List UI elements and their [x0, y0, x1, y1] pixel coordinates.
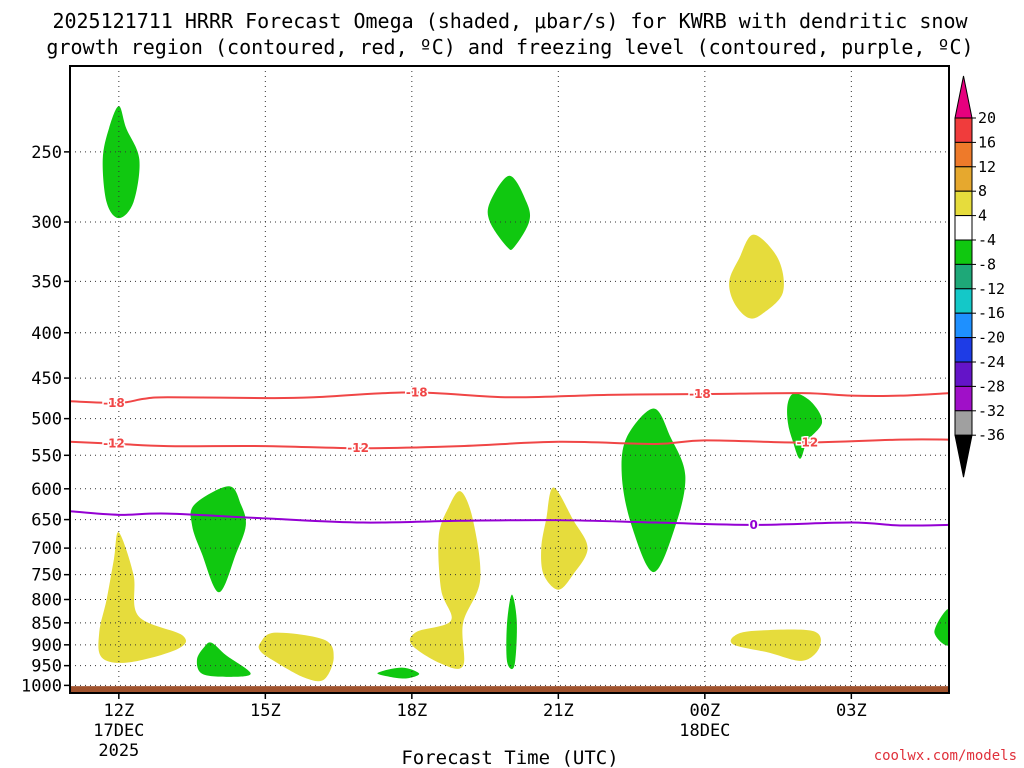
ground-layer — [70, 686, 949, 693]
y-tick-label: 750 — [31, 566, 62, 586]
colorbar-label: -36 — [978, 426, 1005, 444]
omega-region-11 — [409, 491, 481, 669]
x-tick-year-label: 2025 — [98, 741, 139, 761]
colorbar-swatch — [954, 385, 973, 412]
colorbar-label: -24 — [978, 353, 1005, 371]
colorbar-label: 12 — [978, 158, 996, 176]
colorbar-label: -16 — [978, 304, 1005, 322]
y-tick-label: 850 — [31, 614, 62, 634]
omega-region-2 — [487, 175, 531, 250]
colorbar-label: 4 — [978, 207, 987, 225]
y-tick-label: 250 — [31, 143, 62, 163]
contour-line--12 — [70, 438, 949, 450]
colorbar-label: -28 — [978, 377, 1005, 395]
plot-area — [70, 66, 949, 693]
x-tick-label: 12Z — [103, 701, 134, 721]
colorbar-label: -12 — [978, 280, 1005, 298]
ground-surface — [70, 686, 949, 693]
omega-shading-layer — [98, 106, 949, 682]
colorbar-swatch — [954, 263, 973, 290]
colorbar-label: -32 — [978, 402, 1005, 420]
colorbar-label: 20 — [978, 109, 996, 127]
y-tick-label: 600 — [31, 480, 62, 500]
y-tick-label: 550 — [31, 446, 62, 466]
credit-text: coolwx.com/models — [874, 748, 1017, 764]
colorbar-swatch — [954, 141, 973, 168]
contour-label--18: -18 — [103, 396, 125, 410]
colorbar-swatch — [954, 117, 973, 143]
colorbar-label: -4 — [978, 231, 996, 249]
x-tick-label: 18Z — [396, 701, 427, 721]
omega-region-3 — [729, 234, 784, 319]
contour-label--18: -18 — [689, 387, 711, 401]
colorbar-swatch — [954, 361, 973, 387]
y-tick-label: 900 — [31, 636, 62, 656]
colorbar-swatch — [954, 166, 973, 192]
colorbar-swatch — [954, 239, 973, 265]
x-tick-date-label: 18DEC — [679, 721, 730, 741]
colorbar-label: 16 — [978, 133, 996, 151]
omega-region-10 — [377, 667, 420, 679]
omega-region-8 — [196, 642, 251, 677]
colorbar-bottom-arrow — [954, 434, 973, 478]
omega-region-7 — [98, 532, 186, 663]
colorbar-swatch — [954, 288, 973, 314]
contour-line-0 — [70, 510, 949, 527]
omega-region-1 — [102, 106, 140, 219]
omega-region-15 — [934, 609, 949, 646]
omega-region-5 — [621, 408, 686, 573]
x-tick-label: 00Z — [689, 701, 720, 721]
contour-line--18 — [70, 391, 949, 404]
contour-label--12: -12 — [347, 441, 369, 455]
colorbar-swatch — [954, 215, 973, 241]
omega-region-6 — [190, 486, 246, 593]
y-tick-label: 950 — [31, 657, 62, 677]
chart-title-line-2: growth region (contoured, red, ºC) and f… — [46, 35, 973, 59]
x-axis-title: Forecast Time (UTC) — [401, 747, 618, 768]
y-tick-label: 500 — [31, 410, 62, 430]
omega-region-13 — [541, 487, 588, 590]
colorbar-label: -8 — [978, 255, 996, 273]
x-tick-label: 21Z — [543, 701, 574, 721]
colorbar-swatch — [954, 410, 973, 436]
contour-layer: -18 -18 -18 -12 -12 -12 0 — [70, 384, 949, 533]
x-tick-label: 15Z — [250, 701, 281, 721]
y-tick-label: 400 — [31, 324, 62, 344]
colorbar-swatch — [954, 312, 973, 339]
contour-label--12: -12 — [103, 437, 125, 451]
y-tick-label: 800 — [31, 591, 62, 611]
contour-label--18: -18 — [406, 386, 428, 400]
colorbar: 20 16 12 8 4 -4 -8 -12 -16 -20 -24 -28 -32 -36 — [954, 75, 1005, 478]
colorbar-label: -20 — [978, 329, 1005, 347]
omega-region-9 — [258, 632, 334, 682]
colorbar-swatch — [954, 190, 973, 217]
y-axis: 2503003504004505005506006507007508008509… — [21, 143, 70, 696]
y-tick-label: 300 — [31, 213, 62, 233]
y-tick-label: 350 — [31, 272, 62, 292]
y-tick-label: 450 — [31, 369, 62, 389]
contour-label-0: 0 — [749, 518, 757, 532]
omega-region-12 — [506, 594, 517, 670]
x-tick-label: 03Z — [836, 701, 867, 721]
y-tick-label: 700 — [31, 539, 62, 559]
plot-frame — [69, 65, 950, 694]
colorbar-top-arrow — [954, 75, 973, 119]
y-tick-label: 1000 — [21, 676, 62, 696]
colorbar-swatch — [954, 337, 973, 363]
chart-title-line-1: 2025121711 HRRR Forecast Omega (shaded, … — [52, 9, 968, 33]
y-tick-label: 650 — [31, 511, 62, 531]
colorbar-label: 8 — [978, 182, 987, 200]
x-tick-date-label: 17DEC — [93, 721, 144, 741]
contour-label--12: -12 — [797, 435, 819, 449]
